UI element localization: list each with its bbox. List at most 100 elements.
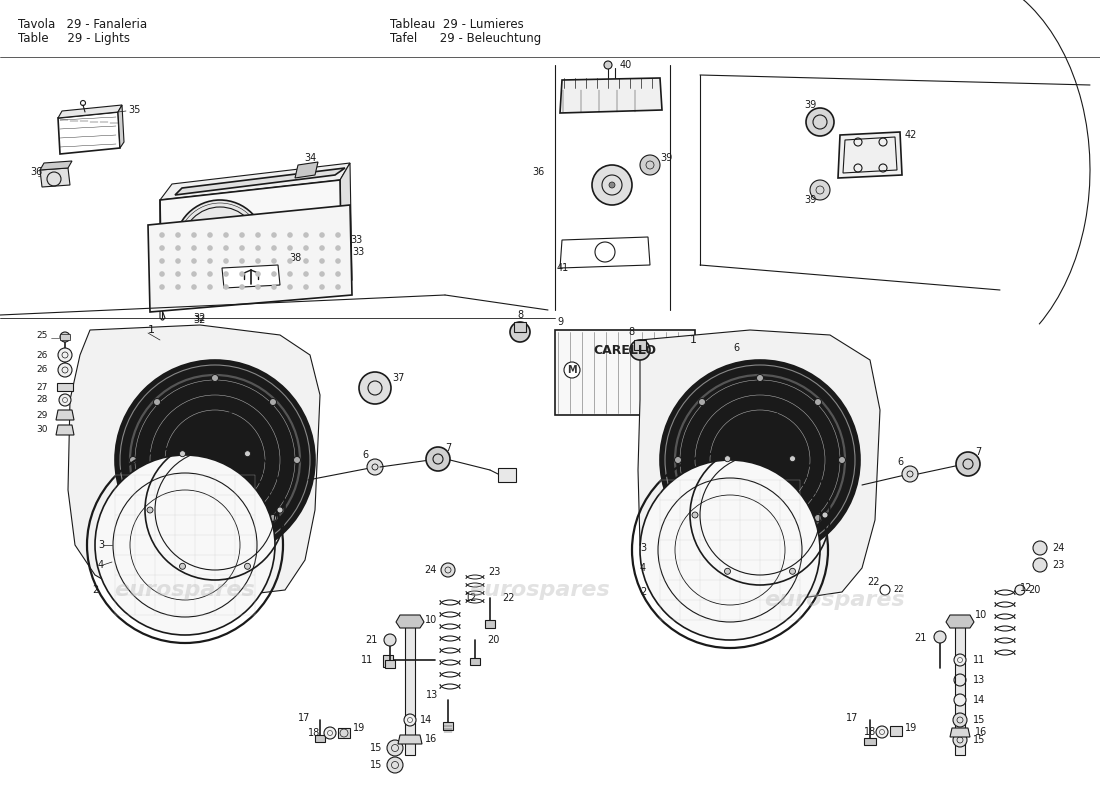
Bar [514,322,526,332]
Circle shape [564,362,580,378]
Circle shape [725,568,730,574]
Text: 3: 3 [640,543,646,553]
Text: 15: 15 [370,743,382,753]
Circle shape [154,398,161,406]
Text: 26: 26 [36,366,48,374]
Circle shape [239,258,245,264]
Circle shape [255,284,261,290]
Circle shape [207,232,212,238]
Text: 4: 4 [98,560,104,570]
Circle shape [60,332,70,342]
Polygon shape [638,330,880,605]
Polygon shape [340,163,352,295]
Bar [498,468,516,482]
Circle shape [359,372,390,404]
Text: 19: 19 [905,723,917,733]
Circle shape [304,284,309,290]
Circle shape [239,245,245,250]
Text: 34: 34 [304,153,316,163]
Text: 12: 12 [1020,583,1033,593]
Text: 32: 32 [194,315,206,325]
Bar [60,334,70,340]
Circle shape [272,258,277,264]
Circle shape [239,284,245,290]
Circle shape [160,284,165,290]
Circle shape [223,245,229,250]
Circle shape [934,631,946,643]
Circle shape [147,507,153,513]
Text: 7: 7 [446,443,451,453]
Polygon shape [295,162,318,178]
Text: CARELLO: CARELLO [594,343,657,357]
Circle shape [336,284,341,290]
Circle shape [1033,541,1047,555]
Circle shape [175,258,180,264]
Circle shape [154,514,161,522]
Polygon shape [560,78,662,113]
Polygon shape [68,325,320,600]
Text: 28: 28 [36,395,48,405]
Text: 15: 15 [974,735,986,745]
Text: 18: 18 [308,728,320,738]
Text: 13: 13 [974,675,986,685]
Text: Tafel      29 - Beleuchtung: Tafel 29 - Beleuchtung [390,32,541,45]
Circle shape [175,245,180,250]
Circle shape [698,514,705,522]
Text: 25: 25 [36,330,48,339]
Circle shape [255,271,261,277]
Text: Tavola   29 - Fanaleria: Tavola 29 - Fanaleria [18,18,147,31]
Circle shape [319,258,324,264]
Circle shape [387,757,403,773]
Bar [485,620,495,628]
Text: 16: 16 [975,727,988,737]
Circle shape [384,634,396,646]
Polygon shape [56,410,74,420]
Text: 23: 23 [488,567,501,577]
Polygon shape [118,105,124,148]
Circle shape [191,232,197,238]
Circle shape [609,182,615,188]
Circle shape [717,348,733,364]
Circle shape [806,108,834,136]
Circle shape [211,538,219,546]
Text: 29: 29 [36,410,48,419]
Text: 37: 37 [392,373,405,383]
Circle shape [272,245,277,250]
Circle shape [790,456,795,462]
Circle shape [404,714,416,726]
Circle shape [954,694,966,706]
Text: 38: 38 [289,253,301,263]
Text: 12: 12 [465,593,477,603]
Circle shape [810,180,830,200]
Text: 3: 3 [98,540,104,550]
Circle shape [270,398,276,406]
Circle shape [191,258,197,264]
Circle shape [223,258,229,264]
Circle shape [287,245,293,250]
Circle shape [604,61,612,69]
Circle shape [674,457,682,463]
Circle shape [757,374,763,382]
Bar [556,330,695,415]
Circle shape [592,165,632,205]
Bar [864,738,876,745]
Circle shape [175,200,265,290]
Circle shape [640,155,660,175]
Circle shape [59,394,72,406]
Text: 2: 2 [92,585,98,595]
Circle shape [95,455,275,635]
Circle shape [191,245,197,250]
Polygon shape [56,425,74,435]
Text: 20: 20 [1028,585,1041,595]
Polygon shape [40,161,72,170]
Polygon shape [398,735,422,744]
Text: 26: 26 [36,350,48,359]
Circle shape [956,452,980,476]
Bar [890,726,902,736]
Text: 2: 2 [640,587,647,597]
Polygon shape [222,265,280,288]
Text: 15: 15 [370,760,382,770]
Text: 35: 35 [128,105,141,115]
Circle shape [255,245,261,250]
Circle shape [255,232,261,238]
